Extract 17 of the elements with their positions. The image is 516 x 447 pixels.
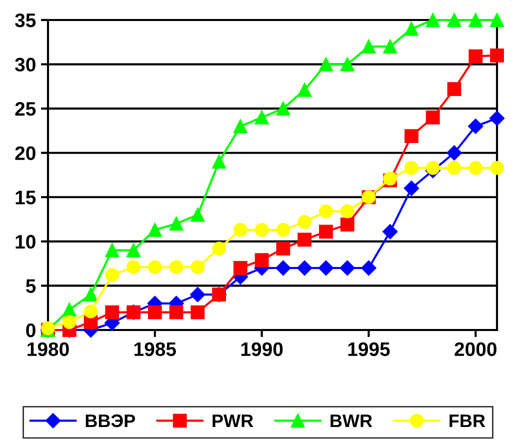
x-tick-label: 1980 <box>28 342 69 356</box>
y-tick-label: 20 <box>15 146 36 160</box>
y-tick-label: 5 <box>26 279 36 293</box>
y-tick-label: 0 <box>26 323 36 338</box>
y-tick-label: 15 <box>16 190 36 204</box>
x-tick-label: 2000 <box>454 342 496 356</box>
y-tick-label: 35 <box>15 13 36 28</box>
y-tick-label: 10 <box>16 234 36 249</box>
legend-label: FBR <box>450 414 486 428</box>
legend-label: ВВЭР <box>86 414 136 428</box>
legend-label: PWR <box>212 414 254 428</box>
legend-label: BWR <box>330 414 372 428</box>
y-tick-label: 25 <box>15 102 36 116</box>
x-tick-label: 1985 <box>134 342 176 356</box>
y-tick-label: 30 <box>15 58 36 72</box>
x-tick-label: 1990 <box>241 342 283 356</box>
x-tick-label: 1995 <box>348 342 390 356</box>
